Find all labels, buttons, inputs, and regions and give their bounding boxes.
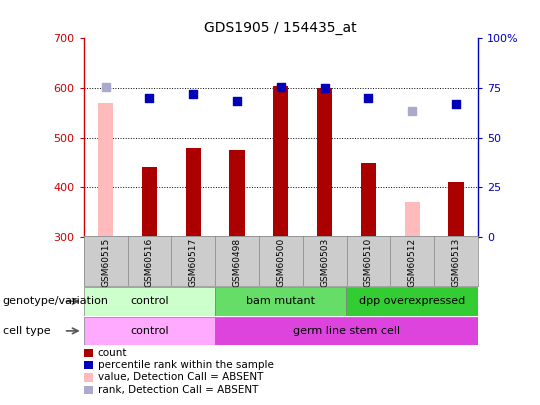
Point <box>320 85 329 91</box>
Point <box>145 95 154 101</box>
Text: GSM60517: GSM60517 <box>188 238 198 287</box>
Bar <box>448 182 464 237</box>
Bar <box>215 317 478 345</box>
Text: GSM60513: GSM60513 <box>451 238 461 287</box>
Text: rank, Detection Call = ABSENT: rank, Detection Call = ABSENT <box>98 385 258 394</box>
Bar <box>186 148 201 237</box>
Text: control: control <box>130 296 168 306</box>
Bar <box>273 85 288 237</box>
Text: GSM60512: GSM60512 <box>408 238 417 287</box>
Bar <box>215 287 347 316</box>
Title: GDS1905 / 154435_at: GDS1905 / 154435_at <box>205 21 357 35</box>
Text: GSM60510: GSM60510 <box>364 238 373 287</box>
Text: genotype/variation: genotype/variation <box>3 296 109 306</box>
Text: germ line stem cell: germ line stem cell <box>293 326 400 336</box>
Text: GSM60516: GSM60516 <box>145 238 154 287</box>
Point <box>276 83 285 90</box>
Text: control: control <box>130 326 168 336</box>
Text: dpp overexpressed: dpp overexpressed <box>359 296 465 306</box>
Bar <box>141 168 157 237</box>
Text: value, Detection Call = ABSENT: value, Detection Call = ABSENT <box>98 373 263 382</box>
Bar <box>84 287 215 316</box>
Text: bam mutant: bam mutant <box>246 296 315 306</box>
Point <box>364 95 373 101</box>
Bar <box>361 162 376 237</box>
Text: GSM60500: GSM60500 <box>276 238 285 287</box>
Text: GSM60498: GSM60498 <box>233 238 241 287</box>
Text: GSM60503: GSM60503 <box>320 238 329 287</box>
Bar <box>84 317 215 345</box>
Text: cell type: cell type <box>3 326 50 336</box>
Text: count: count <box>98 348 127 358</box>
Bar <box>98 103 113 237</box>
Text: percentile rank within the sample: percentile rank within the sample <box>98 360 274 370</box>
Bar <box>230 150 245 237</box>
Text: GSM60515: GSM60515 <box>101 238 110 287</box>
Bar <box>347 287 478 316</box>
Point <box>233 98 241 104</box>
Point <box>102 83 110 90</box>
Point <box>408 108 416 114</box>
Bar <box>317 88 332 237</box>
Point <box>189 91 198 97</box>
Point <box>451 101 460 107</box>
Bar <box>404 202 420 237</box>
